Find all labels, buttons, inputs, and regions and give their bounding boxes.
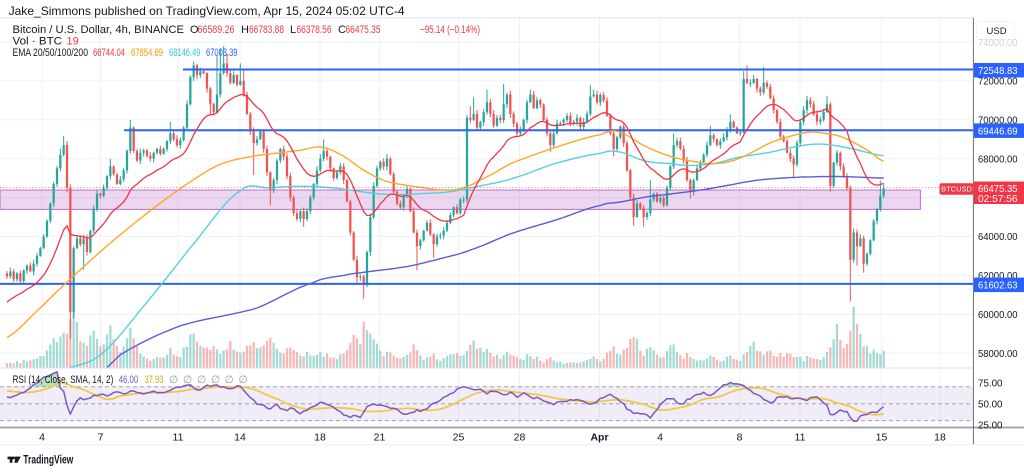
svg-text:Jake_Simmons published on Trad: Jake_Simmons published on TradingView.co… [9, 4, 405, 18]
svg-text:72548.83: 72548.83 [978, 65, 1018, 77]
svg-text:18: 18 [934, 431, 946, 443]
svg-text:−95.14 (−0.14%): −95.14 (−0.14%) [420, 24, 480, 36]
svg-text:Bitcoin / U.S. Dollar, 4h, BIN: Bitcoin / U.S. Dollar, 4h, BINANCE [13, 24, 185, 36]
svg-text:68000.00: 68000.00 [978, 154, 1018, 166]
svg-text:L: L [290, 24, 296, 36]
svg-text:BTCUSD: BTCUSD [941, 185, 972, 194]
svg-text:H: H [241, 24, 249, 36]
svg-text:02:57:56: 02:57:56 [978, 193, 1018, 205]
svg-text:C: C [338, 24, 346, 36]
svg-text:EMA 20/50/100/200: EMA 20/50/100/200 [13, 47, 89, 59]
svg-text:O: O [190, 24, 199, 36]
svg-text:11: 11 [173, 431, 184, 443]
svg-text:8: 8 [737, 431, 743, 443]
svg-text:25: 25 [453, 431, 465, 443]
svg-text:4: 4 [657, 431, 663, 443]
svg-text:75.00: 75.00 [978, 377, 1003, 389]
svg-text:74000.00: 74000.00 [978, 37, 1018, 49]
svg-text:Vol · BTC: Vol · BTC [13, 36, 63, 48]
svg-text:64000.00: 64000.00 [978, 231, 1018, 243]
svg-text:11: 11 [795, 431, 806, 443]
svg-text:7: 7 [98, 431, 104, 443]
svg-text:19: 19 [67, 36, 79, 48]
svg-text:46.00: 46.00 [119, 374, 139, 386]
svg-text:66744.04: 66744.04 [93, 47, 125, 59]
svg-text:28: 28 [514, 431, 526, 443]
svg-text:67854.69: 67854.69 [131, 47, 163, 59]
svg-text:58000.00: 58000.00 [978, 348, 1018, 360]
svg-text:66475.35: 66475.35 [346, 24, 381, 36]
svg-text:61602.63: 61602.63 [978, 280, 1018, 292]
svg-text:25.00: 25.00 [978, 420, 1003, 432]
svg-text:15: 15 [876, 431, 888, 443]
svg-text:50.00: 50.00 [978, 399, 1003, 411]
svg-text:14: 14 [234, 431, 246, 443]
svg-text:21: 21 [374, 431, 386, 443]
svg-text:RSI (14, Close, SMA, 14, 2): RSI (14, Close, SMA, 14, 2) [13, 374, 114, 386]
svg-text:18: 18 [314, 431, 326, 443]
svg-text:60000.00: 60000.00 [978, 309, 1018, 321]
svg-text:72000.00: 72000.00 [978, 76, 1018, 88]
svg-text:∅∅∅∅∅∅: ∅ ∅ ∅ ∅ ∅ ∅ [169, 374, 248, 386]
svg-text:66475.35: 66475.35 [978, 183, 1018, 195]
svg-text:67003.39: 67003.39 [206, 47, 238, 59]
svg-text:68146.49: 68146.49 [169, 47, 201, 59]
svg-text:TradingView: TradingView [23, 454, 73, 466]
svg-text:66378.56: 66378.56 [297, 24, 332, 36]
svg-text:66783.88: 66783.88 [249, 24, 284, 36]
svg-text:USD: USD [987, 26, 1007, 37]
svg-text:69446.69: 69446.69 [978, 125, 1018, 137]
svg-text:4: 4 [39, 431, 45, 443]
svg-text:66589.26: 66589.26 [198, 24, 235, 36]
svg-text:37.93: 37.93 [145, 374, 164, 386]
svg-text:Apr: Apr [590, 431, 608, 443]
